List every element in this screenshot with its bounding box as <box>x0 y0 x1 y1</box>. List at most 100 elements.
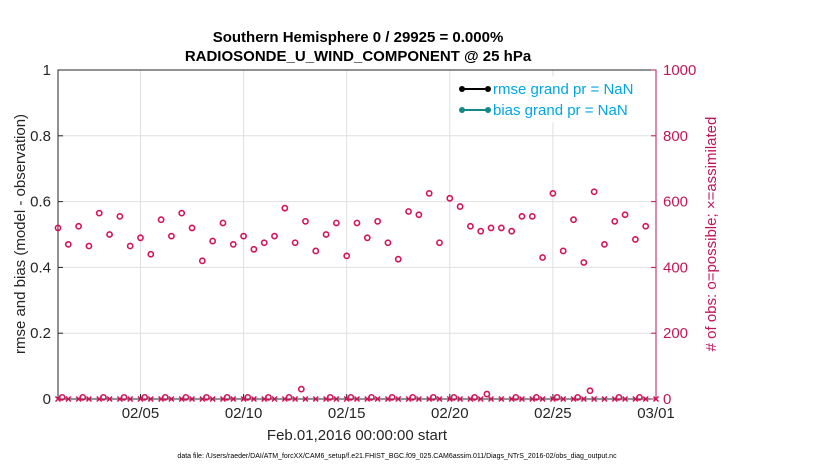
possible-obs-point <box>126 242 134 250</box>
y-right-tick-label: 600 <box>663 194 688 211</box>
x-stroke <box>127 395 134 403</box>
y-right-tick-label: 1000 <box>663 62 696 79</box>
x-axis-ticks: 02/05 02/10 02/15 02/20 02/25 03/01 <box>122 394 675 422</box>
y-left-tick-label: 0.2 <box>30 325 51 342</box>
x-stroke <box>230 395 237 403</box>
assimilated-obs-marker <box>488 395 495 403</box>
possible-obs-point <box>229 240 237 248</box>
x-stroke <box>106 395 113 403</box>
x-stroke <box>168 395 175 403</box>
x-stroke <box>622 395 629 403</box>
chart-title-line2: RADIOSONDE_U_WIND_COMPONENT @ 25 hPa <box>185 48 532 65</box>
possible-obs-point <box>79 393 87 401</box>
possible-obs-point <box>322 231 330 238</box>
possible-obs-point <box>409 393 417 401</box>
assimilated-obs-marker <box>333 395 340 403</box>
x-stroke <box>374 395 381 403</box>
y-left-tick-label: 0.6 <box>30 194 51 211</box>
x-stroke <box>457 395 464 403</box>
assimilated-obs-marker <box>271 395 278 403</box>
x-stroke <box>488 395 495 403</box>
possible-obs-point <box>425 189 433 197</box>
y-left-tick-label: 0.4 <box>30 259 51 276</box>
possible-obs-point <box>508 227 516 235</box>
possible-obs-point <box>512 393 520 401</box>
possible-obs-point <box>368 393 375 401</box>
possible-obs-point <box>388 393 396 401</box>
possible-obs-point <box>147 250 155 258</box>
possible-obs-point <box>353 219 361 227</box>
possible-obs-point <box>528 213 536 220</box>
possible-obs-point <box>182 393 190 401</box>
assimilated-obs-marker <box>292 395 299 403</box>
possible-obs-point <box>343 252 351 260</box>
assimilated-obs-marker <box>477 395 484 403</box>
data-marks <box>54 188 660 403</box>
x-stroke <box>601 395 608 403</box>
possible-obs-point <box>281 204 289 212</box>
possible-obs-point <box>590 188 598 196</box>
possible-obs-point <box>429 393 437 401</box>
possible-obs-point <box>570 216 577 224</box>
possible-obs-point <box>384 239 392 247</box>
possible-obs-point <box>203 393 210 401</box>
x-stroke <box>580 395 587 403</box>
possible-obs-point <box>549 189 557 197</box>
chart-title-line1: Southern Hemisphere 0 / 29925 = 0.000% <box>213 29 504 46</box>
y-left-tick-label: 0 <box>43 391 51 408</box>
possible-obs-point <box>64 240 72 248</box>
assimilated-obs-marker <box>622 395 629 403</box>
possible-obs-point <box>518 213 526 220</box>
possible-obs-point <box>477 227 485 235</box>
plot-area <box>58 70 656 399</box>
possible-obs-point <box>99 393 107 401</box>
x-tick-label: 02/20 <box>431 405 469 422</box>
assimilated-obs-marker <box>374 395 381 403</box>
assimilated-obs-marker <box>250 395 257 403</box>
assimilated-obs-marker <box>168 395 175 403</box>
possible-obs-point <box>405 208 412 215</box>
possible-obs-point <box>85 242 93 250</box>
possible-obs-point <box>450 393 458 401</box>
possible-obs-point <box>260 239 268 247</box>
assimilated-obs-marker <box>230 395 237 403</box>
possible-obs-point <box>168 232 175 240</box>
y-axis-left-label: rmse and bias (model - observation) <box>12 114 29 354</box>
possible-obs-point <box>415 211 423 219</box>
possible-obs-point <box>456 203 464 210</box>
possible-obs-point <box>116 213 124 220</box>
possible-obs-point <box>539 254 546 261</box>
assimilated-obs-marker <box>601 395 608 403</box>
x-stroke <box>518 395 525 403</box>
possible-obs-point <box>467 222 474 230</box>
possible-obs-point <box>347 393 355 401</box>
possible-obs-point <box>250 245 258 253</box>
x-stroke <box>642 395 649 403</box>
possible-obs-point <box>188 224 196 232</box>
possible-obs-point <box>497 224 505 232</box>
x-tick-label: 02/05 <box>122 405 160 422</box>
assimilated-obs-marker <box>209 395 216 403</box>
legend-box <box>451 76 649 123</box>
x-stroke <box>652 395 660 403</box>
x-stroke <box>353 395 361 403</box>
y-axis-right-label: # of obs: o=possible; ×=assimilated <box>703 117 720 352</box>
legend-rmse-marker-left <box>459 86 465 92</box>
assimilated-obs-marker <box>518 395 525 403</box>
possible-obs-point <box>297 385 305 393</box>
possible-obs-point <box>487 224 495 232</box>
possible-obs-point <box>332 219 340 227</box>
possible-obs-point <box>178 209 186 217</box>
possible-obs-point <box>586 387 594 395</box>
assimilated-obs-marker <box>642 395 649 403</box>
x-stroke <box>302 395 309 403</box>
possible-obs-point <box>631 236 639 243</box>
possible-obs-point <box>574 393 582 401</box>
x-stroke <box>395 395 402 403</box>
possible-obs-point <box>285 393 293 401</box>
assimilated-obs-marker <box>652 395 660 403</box>
y-right-tick-label: 400 <box>663 259 688 276</box>
possible-obs-point <box>209 237 217 245</box>
x-stroke <box>147 395 154 403</box>
